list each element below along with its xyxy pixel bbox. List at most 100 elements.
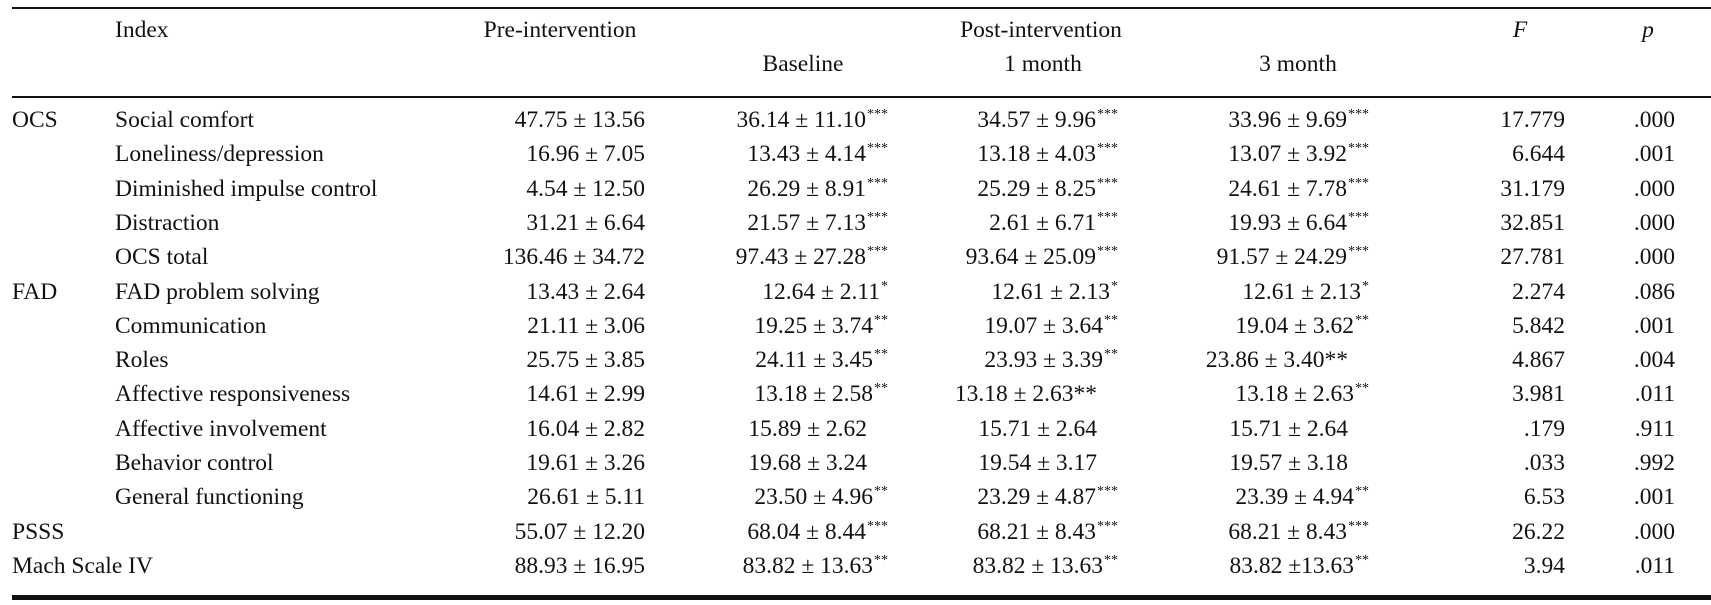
cell-pre-value: 55.07 ± 12.20 [514,519,645,545]
cell-pre: 88.93 ± 16.95 [515,551,645,581]
cell-1-month-value: 83.82 ± 13.63 [972,553,1103,579]
cell-p-value: .000 [1633,519,1675,545]
cell-index-value: Diminished impulse control [115,176,378,202]
cell-baseline: 97.43 ± 27.28*** [736,242,888,276]
header-1-month: 1 month [1004,51,1082,77]
cell-pre-value: 47.75 ± 13.56 [514,107,645,133]
cell-3-month: 19.04 ± 3.62** [1235,311,1369,345]
header-index: Index [115,17,169,43]
cell-3-month-value: 19.57 ± 3.18 [1229,450,1348,476]
cell-p-value: .911 [1634,416,1675,442]
cell-3-month-value: 19.93 ± 6.64 [1228,210,1347,236]
cell-pre-value: 16.04 ± 2.82 [526,416,645,442]
cell-f: 27.781 [1500,242,1565,272]
cell-1-month: 13.18 ± 2.63** [955,379,1118,409]
cell-p: .001 [1634,482,1675,512]
cell-pre: 25.75 ± 3.85 [526,345,645,375]
cell-3-month-value: 13.07 ± 3.92 [1228,141,1347,167]
cell-pre-value: 21.11 ± 3.06 [527,313,645,339]
cell-group-value: FAD [12,279,58,305]
cell-index-value: FAD problem solving [115,279,320,305]
cell-pre-value: 136.46 ± 34.72 [502,244,645,270]
significance-marker: ** [1104,347,1118,362]
cell-3-month: 33.96 ± 9.69*** [1228,105,1369,139]
cell-group-value: Mach Scale IV [12,553,153,579]
cell-pre: 13.43 ± 2.64 [526,277,645,307]
significance-marker: ** [1355,313,1369,328]
cell-f-value: 2.274 [1512,279,1565,305]
significance-marker: ** [874,381,888,396]
cell-baseline-value: 12.64 ± 2.11 [762,279,880,305]
cell-group: PSSS [12,517,64,547]
cell-3-month-value: 12.61 ± 2.13 [1242,279,1361,305]
cell-f: 4.867 [1512,345,1565,375]
significance-marker: *** [1097,210,1118,225]
cell-index-value: Loneliness/depression [115,141,324,167]
cell-baseline: 36.14 ± 11.10*** [736,105,888,139]
significance-marker: ** [874,347,888,362]
cell-f: 3.981 [1512,379,1565,409]
header-rule [12,96,1711,98]
significance-marker: *** [1348,244,1369,259]
cell-index: Diminished impulse control [115,174,377,204]
cell-p: .011 [1635,551,1675,581]
cell-3-month-value: 13.18 ± 2.63 [1235,381,1354,407]
cell-1-month: 19.54 ± 3.17 [978,448,1118,478]
cell-f: 5.842 [1512,311,1565,341]
cell-f-value: 4.867 [1512,347,1565,373]
cell-1-month: 19.07 ± 3.64** [984,311,1118,345]
cell-1-month: 25.29 ± 8.25*** [977,174,1118,208]
significance-marker: ** [1355,381,1369,396]
cell-f: 3.94 [1524,551,1565,581]
significance-marker: ** [874,313,888,328]
cell-p-value: .000 [1633,107,1675,133]
header-p-value: p [1642,17,1654,43]
cell-f-value: .179 [1523,416,1565,442]
cell-p: .911 [1635,414,1675,444]
header-pre-intervention: Pre-intervention [483,17,637,43]
cell-p: .000 [1634,174,1675,204]
cell-index: General functioning [115,482,304,512]
cell-baseline-value: 83.82 ± 13.63 [742,553,873,579]
significance-marker: *** [1348,519,1369,534]
cell-p: .086 [1634,277,1675,307]
cell-index: Loneliness/depression [115,139,324,169]
top-rule [12,7,1711,9]
significance-marker: *** [1348,107,1369,122]
significance-marker: *** [1348,141,1369,156]
cell-pre-value: 4.54 ± 12.50 [526,176,645,202]
cell-1-month: 34.57 ± 9.96*** [977,105,1118,139]
cell-baseline: 13.43 ± 4.14*** [747,139,888,173]
cell-baseline: 19.68 ± 3.24 [748,448,888,478]
significance-marker: *** [1348,210,1369,225]
significance-marker: *** [1097,176,1118,191]
cell-3-month-value: 33.96 ± 9.69 [1228,107,1347,133]
cell-p-value: .001 [1633,313,1675,339]
cell-f: .033 [1524,448,1565,478]
cell-3-month: 91.57 ± 24.29*** [1217,242,1369,276]
significance-marker: ** [1355,553,1369,568]
cell-1-month: 83.82 ± 13.63** [973,551,1118,585]
cell-p: .992 [1634,448,1675,478]
cell-f-value: 3.981 [1512,381,1565,407]
cell-pre: 16.96 ± 7.05 [526,139,645,169]
cell-p: .000 [1634,208,1675,238]
cell-f-value: 27.781 [1500,244,1565,270]
cell-f-value: 31.179 [1500,176,1565,202]
cell-1-month-value: 2.61 ± 6.71 [989,210,1096,236]
significance-marker: *** [867,244,888,259]
cell-1-month: 23.93 ± 3.39** [984,345,1118,379]
cell-baseline: 24.11 ± 3.45** [755,345,888,379]
cell-pre: 26.61 ± 5.11 [527,482,645,512]
cell-baseline: 68.04 ± 8.44*** [747,517,888,551]
bottom-rule [12,595,1711,600]
cell-3-month-value: 23.86 ± 3.40** [1205,347,1348,373]
cell-p-value: .011 [1634,381,1675,407]
significance-marker: * [881,279,888,294]
cell-index: Communication [115,311,266,341]
cell-index-value: OCS total [115,244,209,270]
cell-pre: 136.46 ± 34.72 [503,242,645,272]
cell-index: FAD problem solving [115,277,320,307]
cell-3-month: 24.61 ± 7.78*** [1228,174,1369,208]
cell-p: .000 [1634,105,1675,135]
